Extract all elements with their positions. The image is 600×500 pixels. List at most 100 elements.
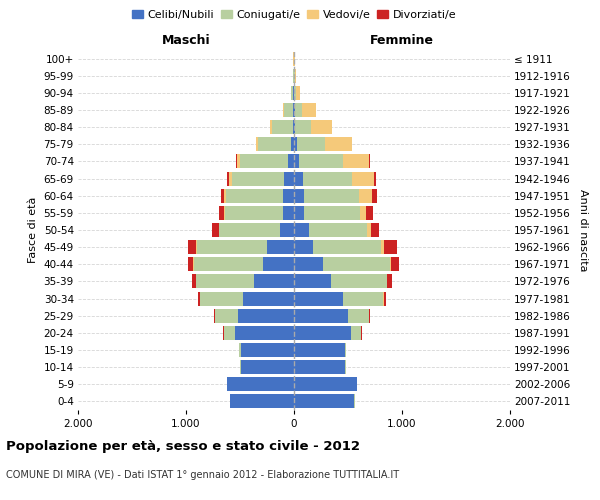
Bar: [294, 292, 343, 306]
Bar: [287, 154, 294, 168]
Bar: [359, 188, 372, 202]
Bar: [259, 138, 291, 151]
Bar: [291, 138, 294, 151]
Bar: [352, 172, 374, 185]
Bar: [383, 240, 397, 254]
Bar: [237, 154, 240, 168]
Bar: [272, 120, 293, 134]
Bar: [226, 188, 283, 202]
Bar: [283, 206, 294, 220]
Bar: [296, 138, 325, 151]
Bar: [360, 206, 367, 220]
Bar: [343, 292, 383, 306]
Bar: [241, 360, 294, 374]
Bar: [294, 188, 304, 202]
Bar: [294, 154, 299, 168]
Bar: [294, 172, 302, 185]
Bar: [215, 308, 238, 322]
Bar: [235, 326, 294, 340]
Text: Femmine: Femmine: [370, 34, 434, 46]
Bar: [238, 308, 294, 322]
Bar: [309, 223, 367, 237]
Bar: [221, 188, 224, 202]
Y-axis label: Anni di nascita: Anni di nascita: [578, 188, 587, 271]
Bar: [311, 120, 332, 134]
Bar: [367, 223, 371, 237]
Bar: [294, 360, 345, 374]
Bar: [197, 292, 200, 306]
Y-axis label: Fasce di età: Fasce di età: [28, 197, 38, 263]
Bar: [240, 360, 241, 374]
Bar: [227, 172, 229, 185]
Bar: [390, 258, 391, 272]
Bar: [323, 258, 390, 272]
Bar: [232, 172, 284, 185]
Bar: [240, 154, 287, 168]
Bar: [254, 274, 294, 288]
Bar: [345, 360, 346, 374]
Bar: [243, 292, 294, 306]
Bar: [283, 188, 294, 202]
Bar: [343, 154, 368, 168]
Bar: [270, 120, 272, 134]
Legend: Celibi/Nubili, Coniugati/e, Vedovi/e, Divorziati/e: Celibi/Nubili, Coniugati/e, Vedovi/e, Di…: [127, 5, 461, 24]
Bar: [214, 308, 215, 322]
Bar: [284, 172, 294, 185]
Bar: [196, 274, 254, 288]
Bar: [280, 223, 294, 237]
Bar: [304, 188, 359, 202]
Bar: [295, 103, 302, 117]
Bar: [371, 223, 379, 237]
Bar: [212, 223, 219, 237]
Bar: [294, 223, 309, 237]
Bar: [224, 206, 225, 220]
Bar: [239, 343, 241, 357]
Text: Maschi: Maschi: [161, 34, 211, 46]
Bar: [294, 258, 323, 272]
Bar: [220, 206, 224, 220]
Bar: [294, 308, 348, 322]
Bar: [325, 138, 352, 151]
Bar: [229, 172, 232, 185]
Bar: [372, 188, 377, 202]
Bar: [188, 240, 196, 254]
Bar: [295, 86, 296, 100]
Bar: [294, 240, 313, 254]
Bar: [256, 138, 259, 151]
Bar: [383, 292, 386, 306]
Bar: [294, 343, 345, 357]
Bar: [331, 274, 387, 288]
Bar: [296, 86, 300, 100]
Bar: [263, 258, 294, 272]
Bar: [294, 206, 304, 220]
Bar: [294, 138, 296, 151]
Bar: [293, 103, 294, 117]
Bar: [382, 240, 383, 254]
Bar: [227, 378, 294, 392]
Bar: [367, 206, 373, 220]
Bar: [302, 172, 352, 185]
Bar: [291, 86, 293, 100]
Bar: [220, 223, 280, 237]
Bar: [351, 326, 361, 340]
Bar: [294, 378, 356, 392]
Bar: [283, 103, 284, 117]
Bar: [374, 172, 376, 185]
Bar: [267, 240, 294, 254]
Bar: [304, 206, 360, 220]
Bar: [345, 343, 346, 357]
Bar: [294, 120, 295, 134]
Bar: [194, 258, 263, 272]
Bar: [197, 240, 267, 254]
Bar: [225, 206, 283, 220]
Bar: [200, 292, 243, 306]
Bar: [284, 103, 293, 117]
Bar: [294, 274, 331, 288]
Text: Popolazione per età, sesso e stato civile - 2012: Popolazione per età, sesso e stato civil…: [6, 440, 360, 453]
Bar: [368, 154, 370, 168]
Bar: [299, 154, 343, 168]
Bar: [293, 120, 294, 134]
Bar: [348, 308, 369, 322]
Bar: [230, 394, 294, 408]
Text: COMUNE DI MIRA (VE) - Dati ISTAT 1° gennaio 2012 - Elaborazione TUTTITALIA.IT: COMUNE DI MIRA (VE) - Dati ISTAT 1° genn…: [6, 470, 399, 480]
